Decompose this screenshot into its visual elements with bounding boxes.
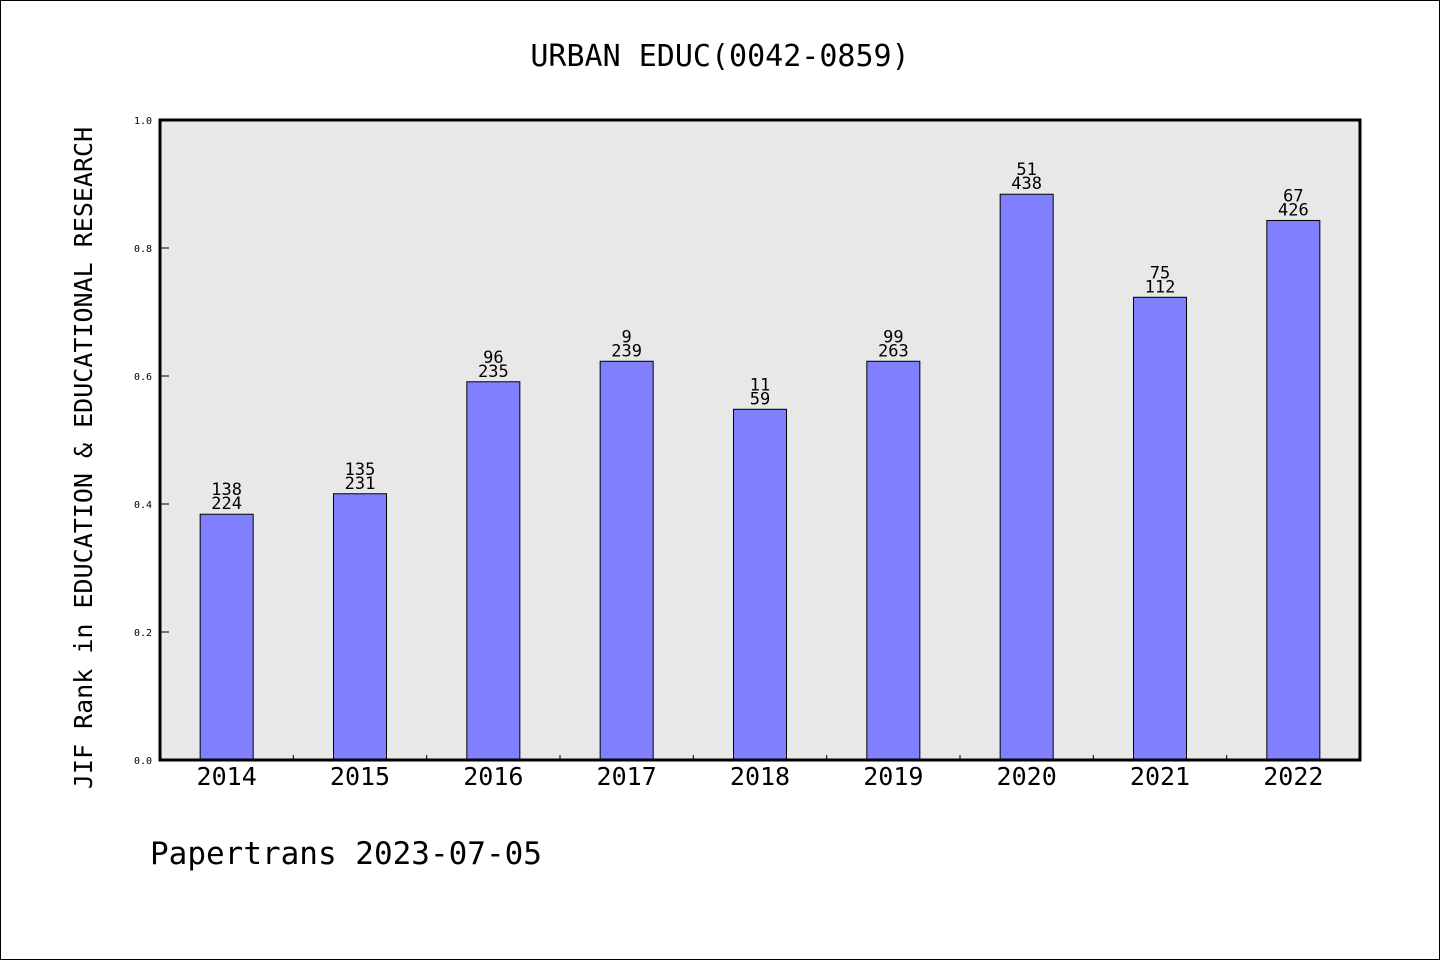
bar-total-label: 112 — [1145, 277, 1176, 297]
x-tick-label: 2020 — [997, 762, 1057, 791]
x-tick-label: 2018 — [730, 762, 790, 791]
x-tick-label: 2015 — [330, 762, 390, 791]
bar-rank-label: 51 — [1016, 160, 1036, 180]
bar-2022 — [1266, 219, 1321, 761]
bars-layer — [199, 193, 1321, 761]
y-axis-label: JIF Rank in EDUCATION & EDUCATIONAL RESE… — [69, 127, 98, 789]
chart-title: URBAN EDUC(0042-0859) — [530, 39, 909, 74]
x-tick-label: 2014 — [197, 762, 257, 791]
bar-2021 — [1133, 296, 1187, 761]
y-tick-label: 0.4 — [134, 500, 152, 511]
x-axis-ticks: 2014 2015 2016 2017 2018 2019 2020 2021 2022 — [197, 755, 1323, 791]
bar-total-label: 438 — [1011, 174, 1042, 194]
bar-rank-label: 138 — [211, 480, 242, 500]
bar-total-label: 224 — [211, 494, 242, 514]
x-tick-label: 2021 — [1130, 762, 1190, 791]
bar-total-label: 426 — [1278, 200, 1309, 220]
y-tick-label: 0.6 — [134, 372, 152, 383]
bar-total-label: 239 — [611, 341, 642, 361]
bar-total-label: 59 — [750, 389, 770, 409]
bar-rank-label: 135 — [345, 460, 376, 480]
bar-rank-label: 96 — [483, 348, 503, 368]
bar-rank-label: 67 — [1283, 186, 1303, 206]
x-tick-label: 2017 — [597, 762, 657, 791]
bar-rank-label: 99 — [883, 327, 903, 347]
bar-2019 — [866, 360, 921, 761]
bar-total-label: 235 — [478, 362, 509, 382]
bar-2014 — [199, 513, 254, 761]
bar-rank-label: 11 — [750, 375, 770, 395]
bar-2018 — [733, 408, 787, 761]
bar-total-label: 231 — [345, 474, 376, 494]
bar-rank-label: 9 — [622, 327, 632, 347]
bar-total-label: 263 — [878, 341, 909, 361]
y-tick-label: 0.2 — [134, 628, 152, 639]
plot-border — [158, 118, 1362, 762]
x-tick-label: 2022 — [1263, 762, 1323, 791]
bar-2016 — [466, 381, 521, 761]
bar-2020 — [999, 193, 1054, 761]
footer-source-date: Papertrans 2023-07-05 — [150, 836, 542, 872]
bar-2017 — [599, 360, 654, 761]
x-tick-label: 2019 — [863, 762, 923, 791]
bar-2015 — [333, 493, 387, 761]
x-tick-label: 2016 — [463, 762, 523, 791]
bar-rank-label: 75 — [1150, 263, 1170, 283]
y-tick-label: 0.8 — [134, 244, 152, 255]
y-tick-label: 0.0 — [134, 756, 152, 767]
y-tick-label: 1.0 — [134, 116, 152, 127]
